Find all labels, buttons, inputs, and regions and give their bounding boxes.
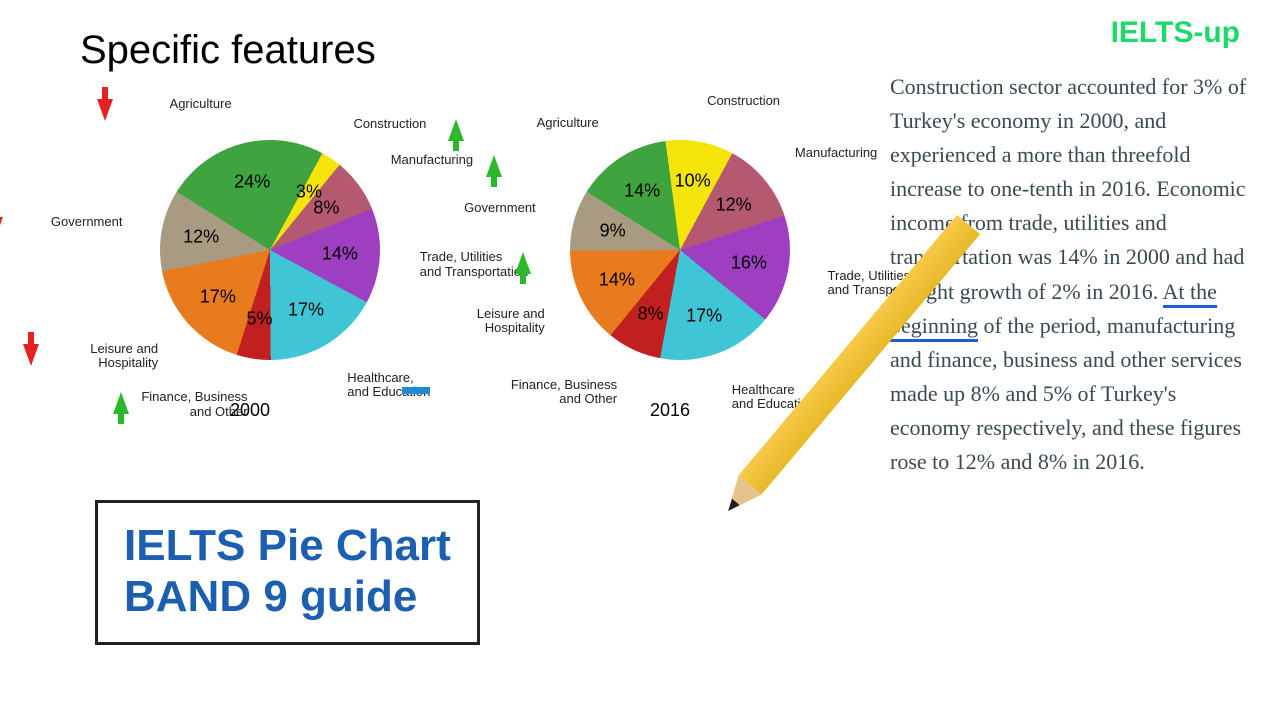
pie-pct-label: 14% [599, 270, 635, 291]
pie-segment-label: Leisure andHospitality [435, 307, 545, 336]
pie-pct-label: 14% [322, 243, 358, 264]
pie-segment-label: Finance, Businessand Other [138, 390, 248, 419]
trend-down-icon [0, 217, 3, 239]
pie-pct-label: 10% [675, 171, 711, 192]
pie-pct-label: 8% [313, 198, 339, 219]
pie-pct-label: 17% [288, 300, 324, 321]
title-card-line2: BAND 9 guide [124, 572, 451, 623]
pie-pct-label: 16% [731, 252, 767, 273]
pie-segment-label: Leisure andHospitality [48, 342, 158, 371]
pie-pct-label: 24% [234, 172, 270, 193]
pie-segment-label: Agriculture [489, 116, 599, 130]
pie-pct-label: 14% [624, 181, 660, 202]
pie-pct-label: 12% [183, 227, 219, 248]
pie-segment-label: Manufacturing [795, 146, 905, 160]
trend-up-icon [113, 392, 129, 414]
pie-pct-label: 17% [200, 286, 236, 307]
pie-segment-label: Healthcare,and Education [347, 371, 457, 400]
pie-pct-label: 9% [600, 220, 626, 241]
charts-area: 2000 24%Agriculture3%Construction8%Manuf… [40, 90, 890, 460]
pie-pct-label: 8% [638, 303, 664, 324]
year-label-2000: 2000 [40, 400, 460, 421]
trend-down-icon [23, 344, 39, 366]
pie-2000-wrap: 2000 24%Agriculture3%Construction8%Manuf… [40, 90, 460, 450]
title-card-line1: IELTS Pie Chart [124, 521, 451, 572]
pie-segment-label: Government [426, 201, 536, 215]
pie-pct-label: 12% [716, 195, 752, 216]
page-title: Specific features [80, 28, 376, 73]
pie-segment-label: Construction [353, 117, 463, 131]
trend-down-icon [97, 99, 113, 121]
title-card: IELTS Pie Chart BAND 9 guide [95, 500, 480, 645]
pie-segment-label: Government [12, 215, 122, 229]
pie-segment-label: Agriculture [122, 97, 232, 111]
pie-segment-label: Finance, Businessand Other [507, 378, 617, 407]
brand-logo: IELTS-up [1111, 16, 1240, 50]
pie-pct-label: 17% [686, 305, 722, 326]
trend-same-icon [402, 387, 430, 394]
pie-segment-label: Construction [707, 94, 817, 108]
pie-pct-label: 5% [247, 309, 273, 330]
